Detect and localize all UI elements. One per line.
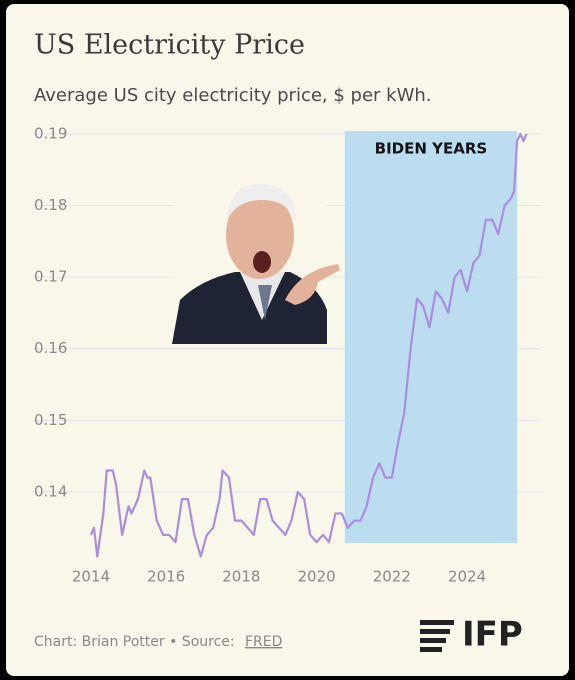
annotation-label: BIDEN YEARS bbox=[375, 140, 488, 158]
photo bbox=[172, 183, 340, 344]
y-tick-label: 0.15 bbox=[34, 411, 67, 429]
x-tick-label: 2018 bbox=[222, 568, 260, 586]
x-tick-label: 2020 bbox=[297, 568, 335, 586]
y-tick-label: 0.14 bbox=[34, 482, 67, 500]
y-tick-label: 0.19 bbox=[34, 124, 67, 142]
x-tick-label: 2016 bbox=[147, 568, 185, 586]
x-tick-label: 2024 bbox=[448, 568, 486, 586]
chart-title: US Electricity Price bbox=[34, 30, 305, 61]
logo-text: IFP bbox=[462, 615, 523, 655]
y-tick-label: 0.16 bbox=[34, 339, 67, 357]
highlight-region bbox=[344, 131, 518, 543]
chart-subtitle: Average US city electricity price, $ per… bbox=[34, 85, 432, 106]
source: FRED bbox=[245, 634, 282, 650]
x-tick-label: 2022 bbox=[373, 568, 411, 586]
x-tick-label: 2014 bbox=[72, 568, 110, 586]
line-series bbox=[89, 132, 528, 558]
y-tick-label: 0.18 bbox=[34, 196, 67, 214]
logo: IFP bbox=[420, 615, 523, 655]
y-tick-label: 0.17 bbox=[34, 268, 67, 286]
credit: Chart: Brian Potter • Source: bbox=[34, 634, 235, 650]
plot: 0.14 0.15 0.16 0.17 0.18 0.19 2014 2016 2018 2020… bbox=[33, 124, 540, 586]
